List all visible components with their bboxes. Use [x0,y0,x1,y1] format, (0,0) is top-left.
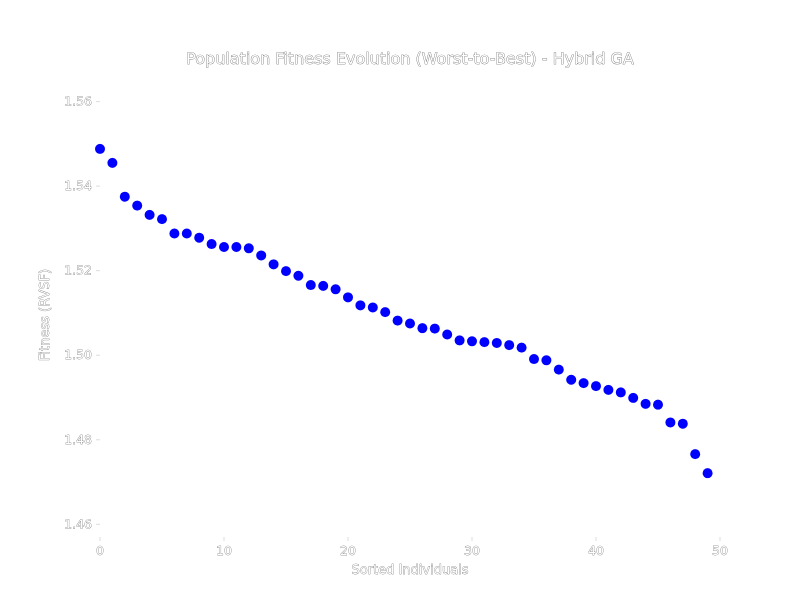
data-point [355,300,366,311]
y-axis-label: Fitness (RVSF) [38,269,53,361]
data-point [454,335,465,346]
data-point [243,243,254,254]
x-axis-ticks: 0 10 20 30 40 50 [96,537,728,558]
y-tick-label: 1.50 [64,347,92,362]
data-point [194,232,205,243]
data-point [516,342,527,353]
data-point [132,200,143,211]
y-axis-ticks: 1.46 1.48 1.50 1.52 1.54 1.56 [64,93,100,532]
data-point [169,228,180,239]
data-point [677,418,688,429]
data-point [653,399,663,410]
data-point [467,336,477,347]
data-point [281,266,291,277]
y-tick-label: 1.54 [64,178,92,193]
data-point [206,239,217,250]
x-axis-label: Sorted Individuals [351,563,468,578]
x-tick-label: 0 [96,543,104,558]
data-point [690,449,701,460]
data-point [293,270,304,281]
data-point [504,340,515,351]
x-tick-label: 30 [464,543,480,558]
data-point [231,242,242,253]
data-point [529,354,539,365]
x-tick-label: 20 [340,543,356,558]
data-point [566,374,577,385]
data-point [578,378,589,389]
data-point [665,417,676,428]
data-point [318,280,329,291]
data-point [702,468,713,479]
data-point [268,259,279,270]
data-point [380,307,391,318]
data-point [591,381,601,392]
data-point [181,228,192,239]
data-point [640,398,651,409]
chart-title: Population Fitness Evolution (Worst-to-B… [186,49,634,68]
data-point [107,157,118,168]
y-tick-label: 1.56 [64,94,92,109]
data-point [305,280,316,291]
data-point [343,292,353,303]
data-point [417,323,428,334]
x-tick-label: 50 [712,543,728,558]
data-point [628,392,639,403]
data-point [541,355,552,366]
data-point [442,329,453,340]
data-point [491,337,502,348]
data-point [367,302,378,313]
data-point [144,209,155,220]
data-point [95,143,105,154]
data-point [119,191,130,202]
data-point [256,250,267,261]
data-points [95,143,713,479]
x-tick-label: 10 [216,543,232,558]
y-tick-label: 1.52 [64,263,92,278]
data-point [330,284,341,295]
x-tick-label: 40 [588,543,604,558]
data-point [553,364,564,375]
data-point [429,323,440,334]
data-point [219,242,229,253]
y-tick-label: 1.46 [64,516,92,531]
data-point [392,315,403,326]
data-point [405,318,415,329]
data-point [615,387,626,398]
data-point [157,214,167,225]
y-tick-label: 1.48 [64,432,92,447]
data-point [479,337,490,348]
data-point [603,384,614,395]
